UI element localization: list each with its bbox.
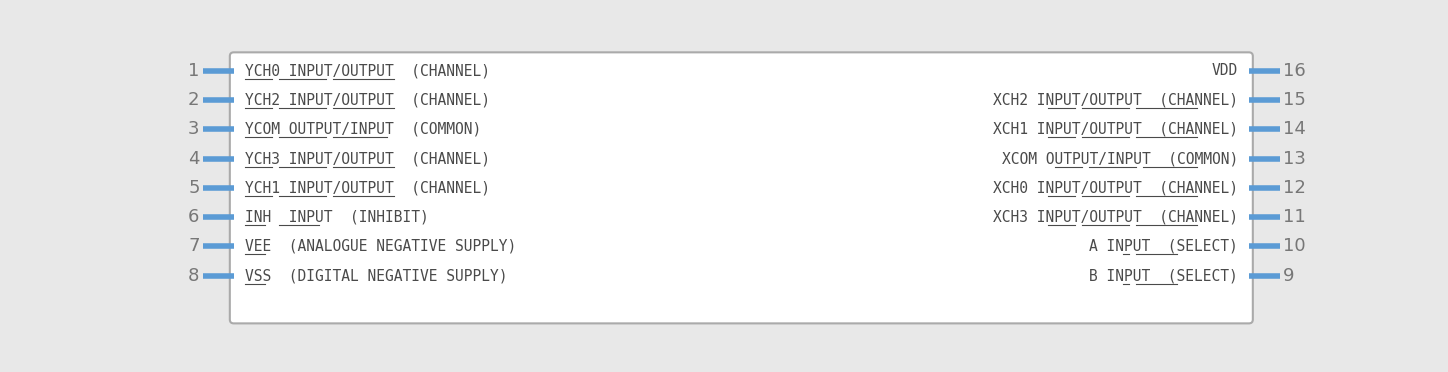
Text: 1: 1 — [188, 62, 200, 80]
Text: 5: 5 — [188, 179, 200, 197]
Text: YCH3 INPUT/OUTPUT  (CHANNEL): YCH3 INPUT/OUTPUT (CHANNEL) — [245, 151, 489, 166]
Text: VDD: VDD — [1212, 63, 1238, 78]
Text: YCH2 INPUT/OUTPUT  (CHANNEL): YCH2 INPUT/OUTPUT (CHANNEL) — [245, 93, 489, 108]
Text: 13: 13 — [1283, 150, 1306, 168]
Text: 14: 14 — [1283, 120, 1306, 138]
Text: XCH3 INPUT/OUTPUT  (CHANNEL): XCH3 INPUT/OUTPUT (CHANNEL) — [993, 209, 1238, 225]
Text: YCOM OUTPUT/INPUT  (COMMON): YCOM OUTPUT/INPUT (COMMON) — [245, 122, 481, 137]
FancyBboxPatch shape — [230, 52, 1253, 323]
Text: XCH1 INPUT/OUTPUT  (CHANNEL): XCH1 INPUT/OUTPUT (CHANNEL) — [993, 122, 1238, 137]
Text: 10: 10 — [1283, 237, 1306, 256]
Text: INH  INPUT  (INHIBIT): INH INPUT (INHIBIT) — [245, 209, 429, 225]
Text: 15: 15 — [1283, 91, 1306, 109]
Text: A INPUT  (SELECT): A INPUT (SELECT) — [1089, 239, 1238, 254]
Text: YCH1 INPUT/OUTPUT  (CHANNEL): YCH1 INPUT/OUTPUT (CHANNEL) — [245, 180, 489, 195]
Text: 7: 7 — [188, 237, 200, 256]
Text: 12: 12 — [1283, 179, 1306, 197]
Text: 2: 2 — [188, 91, 200, 109]
Text: 4: 4 — [188, 150, 200, 168]
Text: 8: 8 — [188, 267, 200, 285]
Text: VEE  (ANALOGUE NEGATIVE SUPPLY): VEE (ANALOGUE NEGATIVE SUPPLY) — [245, 239, 515, 254]
Text: XCH0 INPUT/OUTPUT  (CHANNEL): XCH0 INPUT/OUTPUT (CHANNEL) — [993, 180, 1238, 195]
Text: 6: 6 — [188, 208, 200, 226]
Text: B INPUT  (SELECT): B INPUT (SELECT) — [1089, 268, 1238, 283]
Text: XCH2 INPUT/OUTPUT  (CHANNEL): XCH2 INPUT/OUTPUT (CHANNEL) — [993, 93, 1238, 108]
Text: YCH0 INPUT/OUTPUT  (CHANNEL): YCH0 INPUT/OUTPUT (CHANNEL) — [245, 63, 489, 78]
Text: 16: 16 — [1283, 62, 1306, 80]
Text: 9: 9 — [1283, 267, 1295, 285]
Text: VSS  (DIGITAL NEGATIVE SUPPLY): VSS (DIGITAL NEGATIVE SUPPLY) — [245, 268, 507, 283]
Text: 3: 3 — [188, 120, 200, 138]
Text: XCOM OUTPUT/INPUT  (COMMON): XCOM OUTPUT/INPUT (COMMON) — [1002, 151, 1238, 166]
Text: 11: 11 — [1283, 208, 1306, 226]
